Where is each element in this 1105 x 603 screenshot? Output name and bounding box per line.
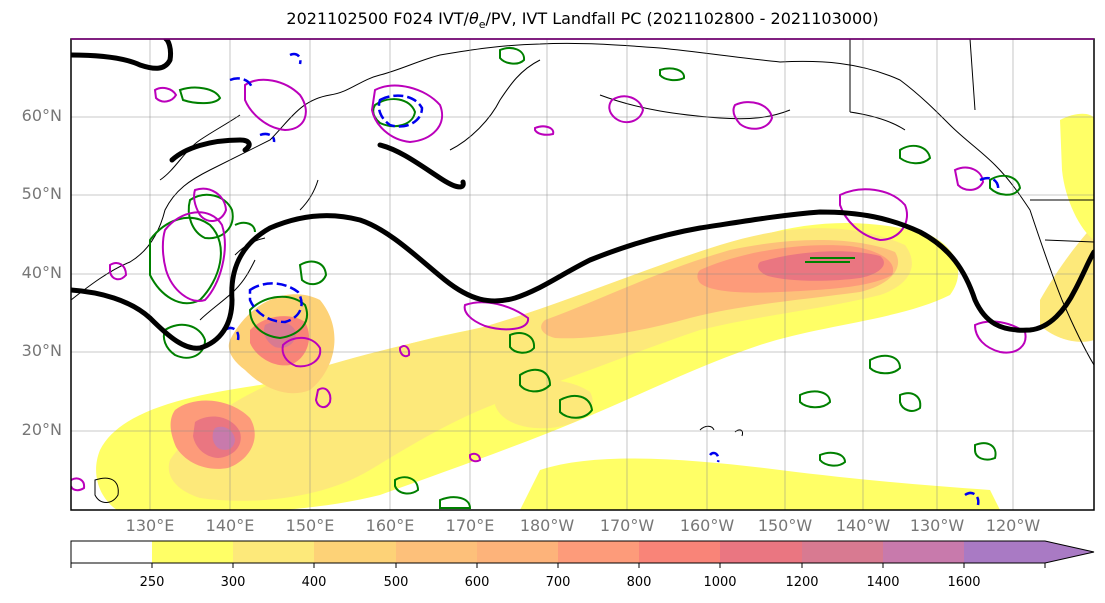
- lon-label-160e: 160°E: [365, 516, 415, 535]
- colorbar-segment: [883, 541, 964, 563]
- lon-label-120w: 120°W: [985, 516, 1041, 535]
- colorbar-segment: [71, 541, 152, 563]
- colorbar-tick-400: 400: [301, 575, 327, 590]
- ivt-pc-contours: [224, 52, 1000, 506]
- colorbar-segment: [396, 541, 477, 563]
- colorbar-segment: [314, 541, 396, 563]
- colorbar-tick-1400: 1400: [866, 575, 900, 590]
- colorbar-tick-1600: 1600: [947, 575, 981, 590]
- lon-label-150e: 150°E: [285, 516, 335, 535]
- colorbar-tick-600: 600: [464, 575, 490, 590]
- coastlines: [71, 39, 1094, 503]
- colorbar-segment: [964, 541, 1045, 563]
- lon-label-140w: 140°W: [835, 516, 891, 535]
- colorbar-tick-500: 500: [383, 575, 409, 590]
- colorbar-tick-300: 300: [220, 575, 246, 590]
- lat-label-40n: 40°N: [21, 263, 62, 282]
- colorbar-tick-1200: 1200: [785, 575, 819, 590]
- lat-label-50n: 50°N: [21, 184, 62, 203]
- colorbar-segment: [558, 541, 639, 563]
- colorbar-segment: [152, 541, 233, 563]
- pv-contours: [149, 47, 1022, 509]
- lat-label-60n: 60°N: [21, 106, 62, 125]
- lon-label-160w: 160°W: [679, 516, 735, 535]
- lon-label-170w: 170°W: [599, 516, 655, 535]
- colorbar-segment: [720, 541, 802, 563]
- colorbar-segment: [639, 541, 720, 563]
- lon-label-130e: 130°E: [125, 516, 175, 535]
- lon-label-180w: 180°W: [519, 516, 575, 535]
- map-title: 2021102500 F024 IVT/θe/PV, IVT Landfall …: [286, 9, 879, 32]
- colorbar-segment: [233, 541, 314, 563]
- lon-label-130w: 130°W: [909, 516, 965, 535]
- lon-label-150w: 150°W: [757, 516, 813, 535]
- colorbar-tick-700: 700: [545, 575, 571, 590]
- colorbar: [70, 540, 1095, 568]
- colorbar-segment: [802, 541, 883, 563]
- colorbar-segment: [477, 541, 558, 563]
- colorbar-tick-250: 250: [139, 575, 165, 590]
- colorbar-outline: [70, 540, 1095, 564]
- lat-label-30n: 30°N: [21, 341, 62, 360]
- gridlines: [71, 39, 1094, 510]
- colorbar-tick-1000: 1000: [703, 575, 737, 590]
- lon-label-140e: 140°E: [205, 516, 255, 535]
- colorbar-extend-arrow: [1045, 541, 1094, 563]
- colorbar-tick-800: 800: [626, 575, 652, 590]
- lat-label-20n: 20°N: [21, 420, 62, 439]
- theta-e-contours: [71, 78, 1027, 492]
- lon-label-170e: 170°E: [445, 516, 495, 535]
- jet-contours: [71, 39, 1094, 351]
